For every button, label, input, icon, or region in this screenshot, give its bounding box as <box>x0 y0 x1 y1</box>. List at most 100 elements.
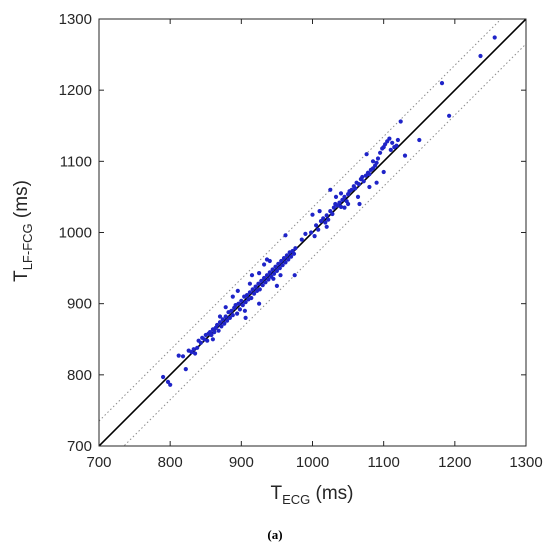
data-point <box>273 264 278 269</box>
data-point <box>210 337 215 342</box>
data-point <box>260 283 265 288</box>
data-point <box>222 321 227 326</box>
x-tick-label: 900 <box>229 454 254 471</box>
data-point <box>331 205 336 210</box>
data-point <box>205 338 210 343</box>
x-axis-title-sub: ECG <box>282 492 310 507</box>
data-point <box>223 314 228 319</box>
y-tick-label: 1100 <box>60 153 92 170</box>
data-point <box>356 182 361 187</box>
data-point <box>230 294 235 299</box>
upper-limit-line <box>99 19 502 422</box>
y-tick-label: 700 <box>67 438 92 455</box>
data-point <box>303 231 308 236</box>
x-tick-label: 1200 <box>438 454 471 471</box>
data-point <box>338 191 344 196</box>
data-point <box>363 173 368 178</box>
data-point <box>195 345 200 350</box>
data-point <box>284 253 289 258</box>
data-point <box>328 209 333 214</box>
data-point <box>330 211 335 217</box>
data-point <box>353 186 358 191</box>
data-point <box>364 152 369 157</box>
data-point <box>291 251 297 256</box>
data-point <box>212 330 217 335</box>
data-point <box>193 351 198 356</box>
data-point <box>367 184 372 190</box>
figure-caption: (a) <box>267 527 283 542</box>
axes <box>98 18 527 447</box>
data-point <box>374 180 379 185</box>
data-point <box>390 140 395 145</box>
data-point <box>417 137 422 143</box>
data-point <box>310 212 315 217</box>
data-point <box>394 143 399 148</box>
data-point <box>402 153 408 158</box>
y-tick-label: 800 <box>67 367 92 384</box>
data-point <box>323 220 328 225</box>
data-point <box>289 254 294 259</box>
y-tick-label: 1200 <box>59 82 92 99</box>
data-point <box>286 257 291 262</box>
data-point <box>236 301 241 306</box>
data-point <box>280 263 285 268</box>
data-point <box>277 266 282 271</box>
data-point <box>209 332 214 338</box>
data-point <box>375 156 381 161</box>
data-point <box>263 280 268 285</box>
data-point <box>274 268 279 273</box>
data-point <box>279 258 284 264</box>
data-point <box>267 270 272 275</box>
data-point <box>180 354 186 359</box>
data-point <box>361 179 366 184</box>
data-point <box>447 113 452 118</box>
data-point <box>225 318 230 323</box>
data-point <box>388 147 393 152</box>
data-point <box>360 174 365 180</box>
data-point <box>346 201 351 207</box>
y-tick-labels: 700 800 900 1000 1100 1200 1300 <box>59 11 92 455</box>
data-point <box>272 271 277 276</box>
data-point <box>247 281 252 286</box>
data-point <box>168 382 173 387</box>
data-point <box>189 350 194 355</box>
data-point <box>321 216 326 221</box>
y-axis-title-main: T <box>11 270 32 282</box>
data-point <box>439 81 445 86</box>
y-axis-title-suffix: (ms) <box>11 180 32 223</box>
data-point <box>367 172 372 177</box>
data-point <box>252 291 257 296</box>
data-point <box>239 298 244 303</box>
data-point <box>235 311 240 316</box>
data-point <box>257 287 262 292</box>
data-point <box>183 367 188 372</box>
data-point <box>395 137 400 143</box>
data-point <box>292 273 297 278</box>
lower-limit-line <box>123 43 526 446</box>
data-point <box>256 281 261 286</box>
data-point <box>253 284 258 289</box>
data-point <box>266 277 271 282</box>
data-point <box>378 150 383 155</box>
x-axis-title-main: T <box>270 483 282 504</box>
data-point <box>333 194 339 199</box>
data-point <box>240 303 245 308</box>
data-point <box>340 197 345 202</box>
y-axis-title: TLF-FCG (ms) <box>11 180 35 282</box>
data-point <box>227 315 232 320</box>
x-tick-label: 1300 <box>509 454 542 471</box>
data-point <box>217 320 223 325</box>
x-tick-label: 800 <box>158 454 183 471</box>
data-point <box>326 217 331 222</box>
data-point <box>247 290 252 295</box>
data-point <box>338 204 344 209</box>
data-point <box>237 307 242 312</box>
data-point <box>165 379 171 384</box>
data-point <box>324 224 329 229</box>
data-point <box>217 314 223 319</box>
data-point <box>276 261 281 266</box>
data-point <box>196 338 201 343</box>
data-point <box>220 317 225 322</box>
data-point <box>249 273 255 278</box>
data-point <box>478 53 483 59</box>
